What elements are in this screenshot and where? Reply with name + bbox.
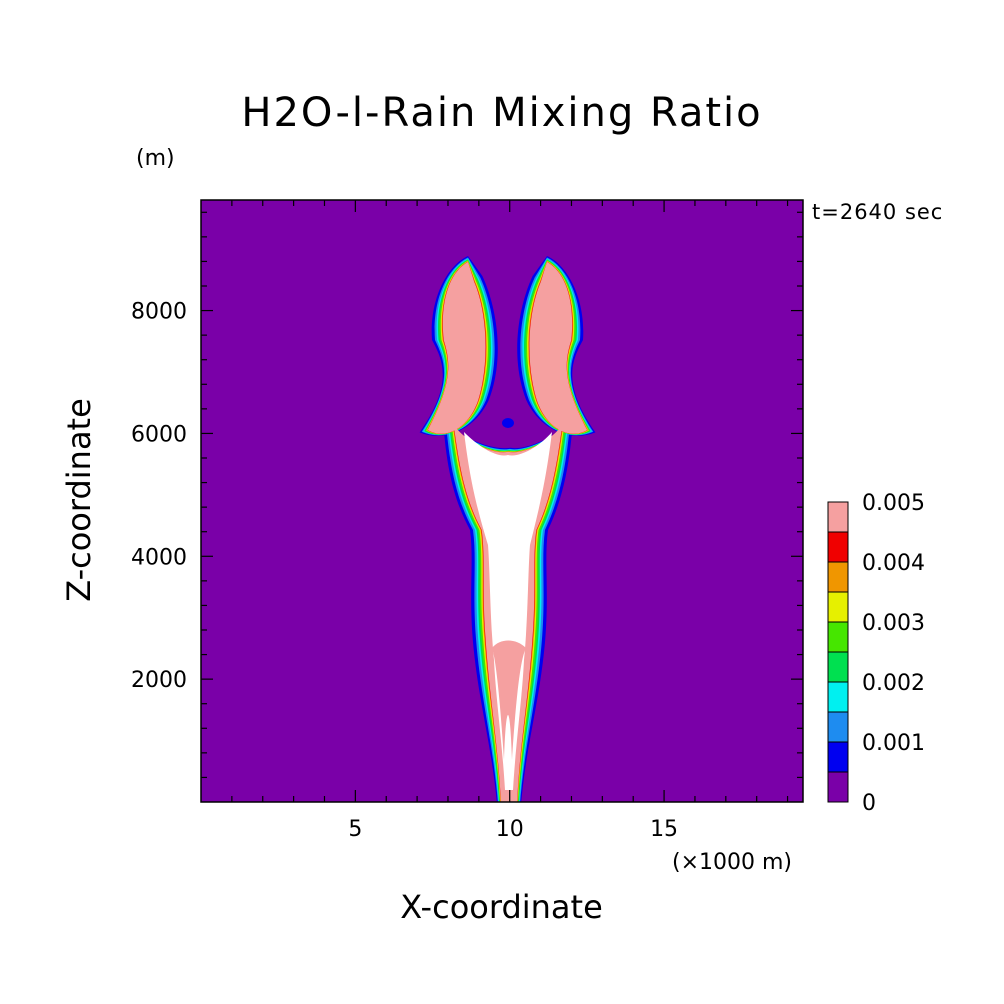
y-tick-label: 2000: [131, 668, 187, 693]
contour-horn-right-level-9: [529, 261, 588, 434]
colorbar-swatch-0: [827, 771, 849, 803]
contour-field: [419, 256, 596, 802]
axis-tick-labels: 5 10 15 2000 4000 6000 8000: [131, 300, 678, 842]
colorbar-swatch-2: [827, 711, 849, 743]
contour-core-max: [464, 432, 552, 790]
y-tick-label: 8000: [131, 300, 187, 325]
colorbar-swatch-8: [827, 531, 849, 563]
colorbar-tick-label: 0.004: [862, 551, 925, 576]
contour-horn-left-level-9: [427, 261, 486, 434]
contour-lower-band: [492, 640, 526, 760]
colorbar-swatch-4: [827, 651, 849, 683]
colorbar-swatch-6: [827, 591, 849, 623]
colorbar-swatch-7: [827, 561, 849, 593]
chart-title: H2O-l-Rain Mixing Ratio: [241, 90, 763, 136]
x-axis-unit: (×1000 m): [672, 850, 793, 875]
colorbar-tick-label: 0: [862, 791, 876, 816]
colorbar-tick-label: 0.003: [862, 611, 925, 636]
colorbar-tick-label: 0.002: [862, 671, 925, 696]
axis-ticks: [201, 200, 803, 802]
colorbar-swatch-1: [827, 741, 849, 773]
colorbar: 0 0.001 0.002 0.003 0.004 0.005: [827, 491, 925, 816]
x-axis-label: X-coordinate: [400, 888, 603, 926]
plot-area: [200, 199, 804, 803]
time-label: t=2640 sec: [812, 200, 944, 224]
colorbar-tick-label: 0.001: [862, 731, 925, 756]
y-tick-label: 6000: [131, 422, 187, 447]
y-tick-label: 4000: [131, 545, 187, 570]
contour-small-cell: [502, 418, 514, 428]
plot-frame: [200, 199, 804, 803]
colorbar-swatch-9: [827, 501, 849, 533]
colorbar-tick-label: 0.005: [862, 491, 925, 516]
colorbar-swatch-3: [827, 681, 849, 713]
x-tick-label: 10: [496, 817, 524, 842]
colorbar-swatch-5: [827, 621, 849, 653]
x-tick-label: 15: [650, 817, 678, 842]
x-tick-label: 5: [348, 817, 362, 842]
y-axis-unit: (m): [136, 146, 175, 171]
